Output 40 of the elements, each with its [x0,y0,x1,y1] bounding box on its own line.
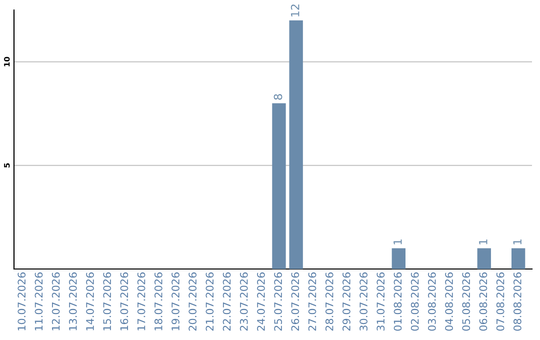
bar [272,103,286,269]
x-tick-label: 06.08.2026 [479,272,488,331]
data-label: 1 [513,239,522,244]
x-tick-label: 23.07.2026 [240,272,248,331]
x-tick-label: 30.07.2026 [360,272,368,331]
x-tick-label: 03.08.2026 [428,272,436,331]
x-tick-label: 04.08.2026 [445,272,453,331]
x-tick-label: 24.07.2026 [257,272,265,331]
x-tick-label: 16.07.2026 [120,272,128,330]
x-tick-label: 01.08.2026 [394,272,402,331]
x-tick-label: 02.08.2026 [410,272,419,331]
x-tick-label: 15.07.2026 [103,272,112,330]
bar [392,248,406,269]
x-tick-label: 27.07.2026 [308,272,316,331]
x-tick-label: 22.07.2026 [222,272,231,331]
x-tick-label: 10.07.2026 [18,272,26,330]
bar [511,248,526,269]
bar [289,20,303,269]
x-tick-label: 25.07.2026 [274,272,282,331]
x-tick-label: 31.07.2026 [376,272,385,331]
x-tick-label: 29.07.2026 [342,272,350,331]
x-tick-label: 11.07.2026 [34,272,43,330]
x-tick-label: 08.08.2026 [513,272,522,331]
x-tick-label: 20.07.2026 [188,272,197,331]
bar [477,248,491,269]
x-tick-label: 28.07.2026 [325,272,334,331]
x-tick-label: 26.07.2026 [291,272,300,331]
x-tick-label: 19.07.2026 [172,272,180,330]
x-tick-label: 18.07.2026 [154,272,162,330]
x-tick-label: 21.07.2026 [206,272,214,331]
x-tick-label: 14.07.2026 [86,272,94,330]
data-label: 1 [394,239,402,244]
x-tick-label: 12.07.2026 [52,272,60,330]
data-label: 8 [274,94,282,100]
data-label: 1 [479,239,488,244]
x-tick-label: 13.07.2026 [68,272,77,330]
data-label: 12 [290,4,300,16]
x-tick-label: 07.08.2026 [496,272,504,331]
x-tick-label: 05.08.2026 [462,272,470,331]
x-tick-label: 17.07.2026 [137,272,146,330]
